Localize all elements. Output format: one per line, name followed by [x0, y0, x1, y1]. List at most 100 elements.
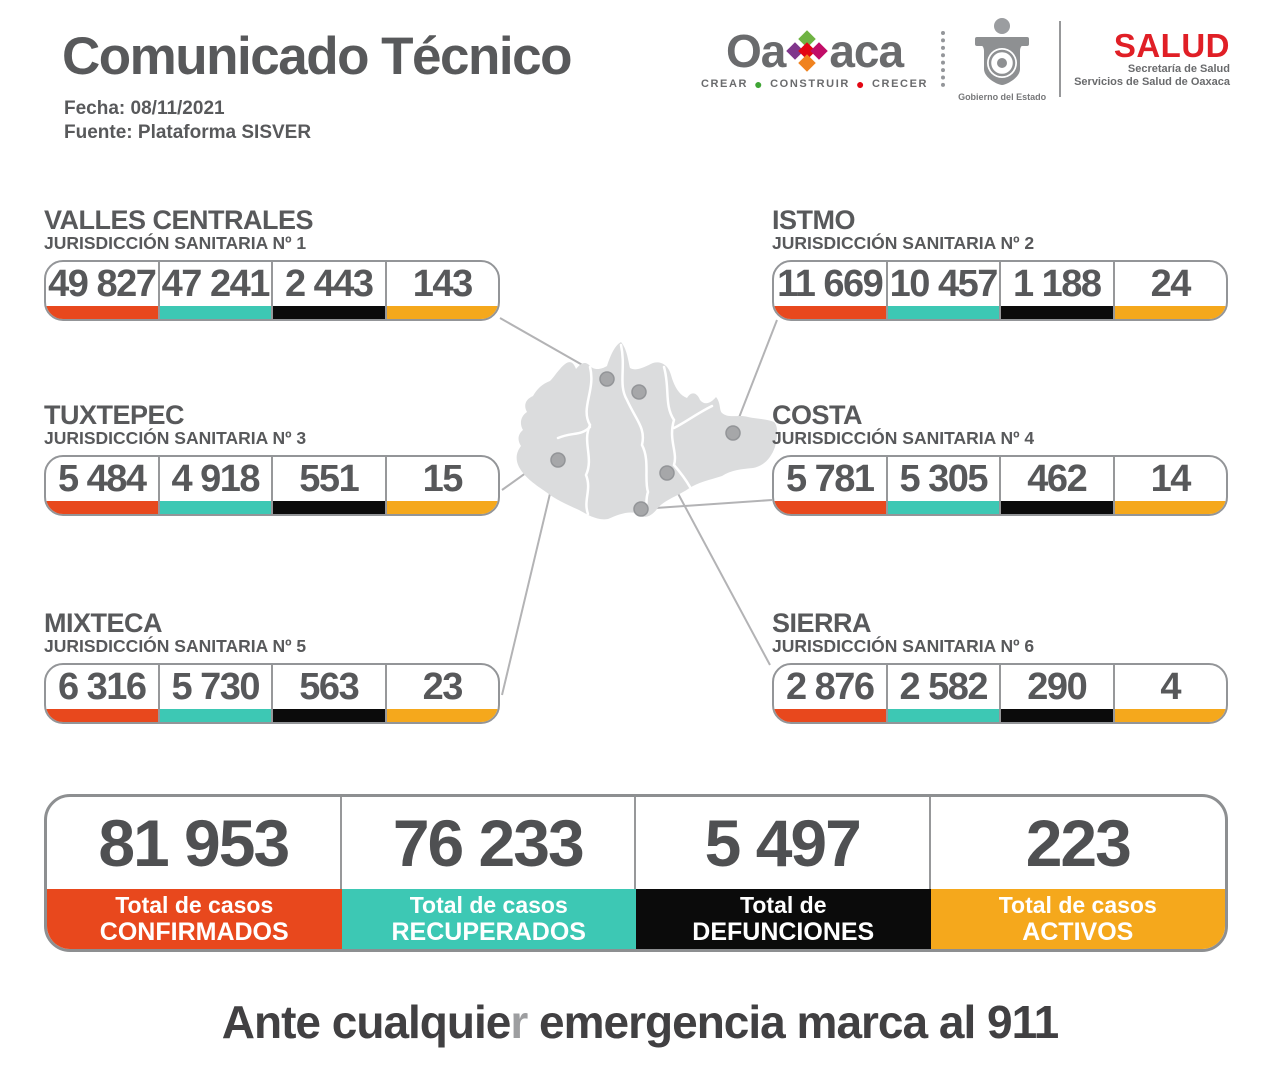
recovered-color-bar: [159, 501, 271, 514]
recovered-color-bar: [887, 501, 999, 514]
recovered-color-bar: [887, 306, 999, 319]
active-color-bar: [1114, 501, 1226, 514]
stat-cell-active: 4: [1114, 665, 1226, 722]
stat-cell-recovered: 5 305: [887, 457, 1001, 514]
total-active-value: 223: [1025, 806, 1132, 880]
total-recovered-segment: 76 233 Total de casos RECUPERADOS: [341, 797, 636, 949]
map-marker-valles-centrales: [599, 371, 615, 387]
salud-subtitle-2: Servicios de Salud de Oaxaca: [1074, 76, 1230, 88]
stat-cell-recovered: 4 918: [159, 457, 273, 514]
stat-cell-active: 143: [386, 262, 498, 319]
region-name: SIERRA: [772, 608, 872, 638]
stat-cell-active: 14: [1114, 457, 1226, 514]
salud-wordmark: SALUD: [1113, 27, 1230, 64]
region-stats-box: 5 484 4 918 551 15: [44, 455, 500, 516]
region-stats-box: 6 316 5 730 563 23: [44, 663, 500, 724]
recovered-color-bar: [887, 709, 999, 722]
active-color-bar: [386, 306, 498, 319]
stat-cell-deaths: 563: [273, 665, 387, 722]
map-marker-mixteca: [550, 452, 566, 468]
logo-row: Oa aca CREAR ● CONSTRUIR ● CRECER: [701, 16, 1230, 102]
deaths-color-bar: [273, 306, 385, 319]
deaths-color-bar: [1001, 306, 1113, 319]
stat-cell-deaths: 290: [1001, 665, 1115, 722]
stat-cell-recovered: 10 457: [887, 262, 1001, 319]
region-name: TUXTEPEC: [44, 400, 185, 430]
region-stats-box: 2 876 2 582 290 4: [772, 663, 1228, 724]
connector-line-istmo: [732, 319, 778, 434]
deaths-color-bar: [1001, 709, 1113, 722]
light-letter: r: [510, 996, 528, 1048]
region-stats-box: 11 669 10 457 1 188 24: [772, 260, 1228, 321]
oaxaca-wordmark-part2: aca: [829, 25, 904, 77]
stat-cell-recovered: 47 241: [159, 262, 273, 319]
total-deaths-value: 5 497: [636, 797, 931, 889]
region-name: MIXTECA: [44, 608, 163, 638]
region-jurisdiction: JURISDICCIÓN SANITARIA Nº 2: [772, 233, 1035, 253]
salud-subtitle-1: Secretaría de Salud: [1127, 63, 1230, 75]
confirmed-color-bar: [46, 501, 158, 514]
government-crest: Gobierno del Estado: [958, 16, 1046, 102]
state-crest-icon: [975, 18, 1030, 85]
stat-cell-recovered: 5 730: [159, 665, 273, 722]
map-marker-tuxtepec: [631, 384, 647, 400]
dotted-separator: [941, 31, 946, 87]
oaxaca-wordmark-part1: Oa: [725, 25, 786, 77]
page-title: Comunicado Técnico: [62, 27, 572, 86]
region-block-costa: COSTA JURISDICCIÓN SANITARIA Nº 4 5 781 …: [772, 402, 1228, 516]
map-marker-sierra: [659, 465, 675, 481]
stat-cell-recovered: 2 582: [887, 665, 1001, 722]
vertical-separator: [1059, 21, 1062, 97]
region-name: ISTMO: [772, 205, 856, 235]
active-color-bar: [386, 501, 498, 514]
map-marker-istmo: [725, 425, 741, 441]
region-block-istmo: ISTMO JURISDICCIÓN SANITARIA Nº 2 11 669…: [772, 207, 1228, 321]
region-jurisdiction: JURISDICCIÓN SANITARIA Nº 3: [44, 428, 307, 448]
confirmed-color-bar: [46, 709, 158, 722]
total-recovered-value: 76 233: [342, 797, 636, 889]
confirmed-color-bar: [774, 709, 886, 722]
stat-cell-deaths: 551: [273, 457, 387, 514]
map-marker-costa: [633, 501, 649, 517]
region-block-mixteca: MIXTECA JURISDICCIÓN SANITARIA Nº 5 6 31…: [44, 610, 500, 724]
region-block-sierra: SIERRA JURISDICCIÓN SANITARIA Nº 6 2 876…: [772, 610, 1228, 724]
connector-line-costa: [640, 499, 773, 510]
salud-logo: SALUD Secretaría de Salud Servicios de S…: [1074, 29, 1230, 89]
stat-cell-deaths: 462: [1001, 457, 1115, 514]
tagline-dot-icon: ●: [754, 76, 765, 92]
region-name: VALLES CENTRALES: [44, 205, 314, 235]
connector-line-mixteca: [501, 459, 559, 696]
total-confirmed-segment: 81 953 Total de casos CONFIRMADOS: [47, 797, 342, 949]
stat-cell-confirmed: 5 781: [774, 457, 888, 514]
total-confirmed-value: 81 953: [47, 797, 342, 889]
map-markers: [550, 371, 741, 517]
oaxaca-x-diamonds-icon: [786, 30, 829, 72]
report-source: Fuente: Plataforma SISVER: [64, 122, 312, 143]
deaths-color-bar: [1001, 501, 1113, 514]
stat-cell-confirmed: 2 876: [774, 665, 888, 722]
active-color-bar: [1114, 306, 1226, 319]
total-active-label: Total de casos ACTIVOS: [930, 889, 1225, 949]
government-label: Gobierno del Estado: [958, 92, 1047, 102]
recovered-color-bar: [159, 709, 271, 722]
total-deaths-label: Total de DEFUNCIONES: [636, 889, 931, 949]
region-stats-box: 5 781 5 305 462 14: [772, 455, 1228, 516]
region-jurisdiction: JURISDICCIÓN SANITARIA Nº 4: [772, 428, 1035, 448]
stat-cell-deaths: 2 443: [273, 262, 387, 319]
region-jurisdiction: JURISDICCIÓN SANITARIA Nº 1: [44, 233, 307, 253]
report-date: Fecha: 08/11/2021: [64, 98, 225, 119]
state-totals-bar: 81 953 Total de casos CONFIRMADOS 76 233…: [44, 794, 1228, 952]
region-stats-box: 49 827 47 241 2 443 143: [44, 260, 500, 321]
report-meta: Fecha: 08/11/2021 Fuente: Plataforma SIS…: [64, 97, 311, 145]
stat-cell-active: 24: [1114, 262, 1226, 319]
stat-cell-active: 15: [386, 457, 498, 514]
total-active-segment: 223 Total de casos ACTIVOS: [930, 797, 1225, 949]
stat-cell-confirmed: 5 484: [46, 457, 160, 514]
confirmed-color-bar: [46, 306, 158, 319]
connector-line-sierra: [666, 472, 771, 666]
emergency-message: Ante cualquier emergencia marca al 911: [221, 996, 1059, 1048]
jurisdiction-borders: [556, 343, 714, 517]
stat-cell-deaths: 1 188: [1001, 262, 1115, 319]
